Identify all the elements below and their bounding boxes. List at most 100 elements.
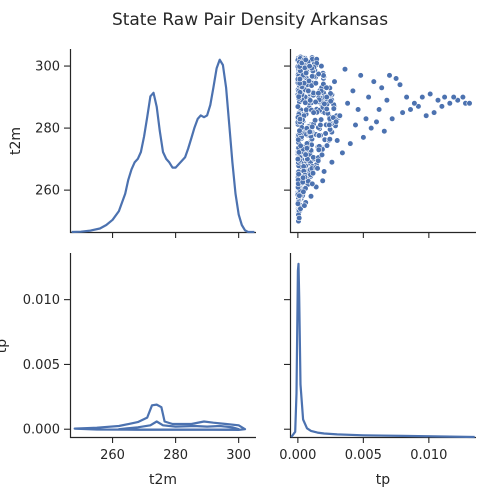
scatter-point — [331, 78, 338, 85]
scatter-point — [373, 118, 380, 125]
t2m-x-tick-label: 280 — [163, 448, 188, 463]
scatter-point — [294, 200, 302, 207]
scatter-point — [303, 69, 310, 77]
scatter-point — [383, 97, 391, 104]
scatter-dense-cloud — [294, 53, 343, 215]
scatter-point — [336, 112, 343, 119]
scatter-point — [315, 146, 322, 153]
scatter-point — [307, 97, 314, 104]
scatter-point — [315, 157, 322, 164]
panel-scatter-ticks — [284, 65, 430, 238]
scatter-point — [302, 99, 309, 106]
scatter-point — [296, 214, 303, 222]
scatter-point — [450, 93, 457, 101]
tp-y-tick-label: 0.005 — [23, 358, 60, 373]
scatter-point — [300, 188, 307, 195]
scatter-point — [318, 116, 325, 123]
scatter-point — [423, 112, 430, 119]
scatter-point — [300, 174, 307, 181]
scatter-point — [344, 100, 351, 107]
scatter-point — [294, 103, 302, 110]
t2m-y-tick-label: 280 — [35, 122, 60, 137]
scatter-point — [301, 202, 308, 209]
scatter-point — [459, 93, 467, 101]
scatter-point — [403, 93, 410, 101]
scatter-point — [296, 127, 303, 134]
scatter-point — [381, 128, 388, 135]
scatter-point — [323, 93, 330, 101]
scatter-point — [296, 115, 304, 123]
scatter-point — [419, 93, 426, 101]
x-axis-label-t2m: t2m — [149, 472, 177, 488]
scatter-point — [309, 123, 316, 130]
scatter-point — [294, 156, 302, 163]
scatter-point — [407, 106, 414, 113]
scatter-point — [321, 100, 328, 107]
scatter-point — [386, 72, 393, 79]
scatter-point — [312, 80, 319, 87]
scatter-point — [399, 109, 406, 116]
scatter-point — [297, 142, 304, 149]
scatter-point — [352, 121, 359, 129]
scatter-point — [295, 93, 302, 100]
scatter-point — [347, 140, 354, 147]
scatter-point — [322, 130, 329, 137]
scatter-point — [466, 100, 473, 107]
scatter-point — [315, 132, 323, 139]
tp-density-curve — [290, 262, 475, 439]
scatter-point — [360, 134, 367, 141]
scatter-point — [376, 106, 383, 113]
scatter-point — [314, 165, 321, 172]
scatter-point — [296, 192, 303, 199]
panel-tp-density-ticks: 0.000 0.005 0.010 — [279, 299, 447, 463]
kde-contours — [73, 403, 247, 431]
scatter-point — [302, 56, 309, 64]
scatter-point — [370, 78, 377, 85]
t2m-x-tick-label: 300 — [226, 448, 251, 463]
scatter-point — [327, 98, 334, 105]
t2m-y-ticks: 260 280 300 — [35, 60, 70, 199]
scatter-point — [310, 154, 317, 161]
scatter-point — [306, 128, 313, 135]
scatter-point — [312, 117, 319, 124]
scatter-point — [339, 149, 346, 156]
panel-tp-density: 0.000 0.005 0.010 tp — [279, 253, 476, 488]
x-axis-label-tp: tp — [376, 472, 390, 488]
scatter-point — [326, 121, 333, 129]
scatter-point — [303, 145, 311, 152]
scatter-point — [378, 84, 385, 91]
scatter-point — [315, 70, 322, 78]
tp-x-tick-label: 0.005 — [345, 448, 382, 463]
scatter-point — [454, 97, 461, 104]
scatter-point — [355, 106, 362, 113]
panel-scatter-tp-t2m — [284, 49, 476, 238]
panel-t2m-density-x-ticks — [112, 232, 240, 238]
scatter-point — [396, 81, 404, 88]
scatter-point — [334, 137, 341, 144]
scatter-point — [315, 90, 322, 97]
scatter-point — [368, 125, 375, 132]
scatter-point — [323, 84, 330, 91]
t2m-y-tick-label: 260 — [35, 184, 60, 199]
kde-contour-2 — [117, 420, 240, 431]
scatter-point — [323, 105, 330, 113]
t2m-y-tick-label: 300 — [35, 60, 60, 75]
scatter-point — [330, 105, 337, 112]
scatter-point — [365, 93, 372, 101]
scatter-point — [305, 87, 312, 94]
scatter-point — [309, 180, 316, 187]
scatter-point — [441, 93, 448, 101]
figure-title: State Raw Pair Density Arkansas — [112, 10, 388, 30]
scatter-point — [438, 103, 446, 110]
y-axis-label-tp: tp — [0, 339, 10, 353]
scatter-point — [318, 151, 326, 158]
scatter-point — [327, 90, 334, 97]
scatter-point — [431, 109, 438, 116]
scatter-points — [295, 56, 473, 225]
scatter-point — [362, 115, 370, 122]
scatter-point — [434, 97, 442, 104]
tp-y-tick-label: 0.000 — [23, 423, 60, 438]
scatter-point — [302, 151, 309, 158]
scatter-point — [341, 66, 349, 73]
tp-x-tick-label: 0.010 — [410, 448, 447, 463]
